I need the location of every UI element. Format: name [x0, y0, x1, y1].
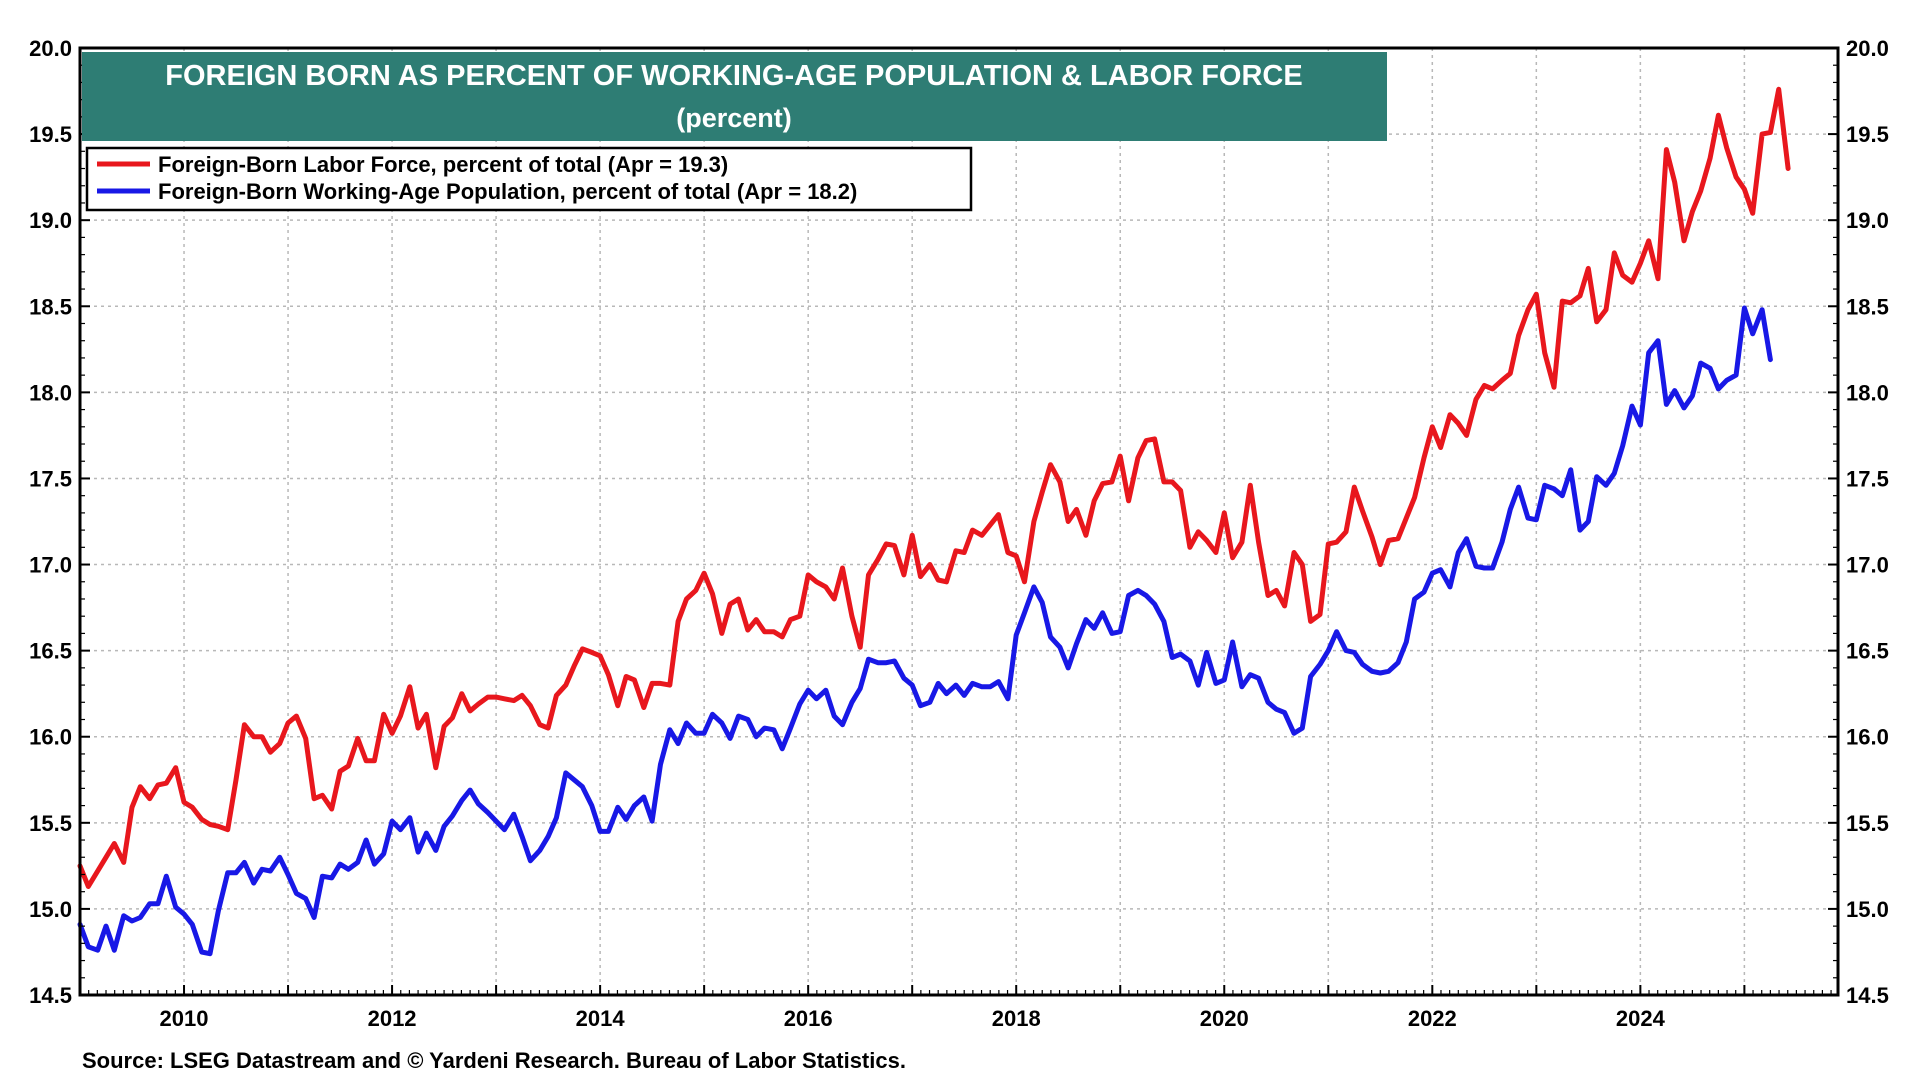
y-tick-label-right: 15.5: [1846, 811, 1889, 836]
y-tick-label-right: 16.0: [1846, 725, 1889, 750]
y-tick-label-left: 16.0: [29, 725, 72, 750]
x-tick-label: 2012: [368, 1006, 417, 1031]
y-tick-label-right: 14.5: [1846, 983, 1889, 1008]
y-tick-label-right: 18.5: [1846, 294, 1889, 319]
y-tick-label-left: 19.5: [29, 122, 72, 147]
series-line-working-age: [77, 305, 1773, 957]
y-tick-label-right: 17.5: [1846, 466, 1889, 491]
axis-ticks: [79, 47, 1838, 996]
chart-title: FOREIGN BORN AS PERCENT OF WORKING-AGE P…: [165, 60, 1302, 92]
grid: [80, 48, 1838, 995]
x-tick-label: 2024: [1616, 1006, 1666, 1031]
y-tick-label-left: 19.0: [29, 208, 72, 233]
x-tick-label: 2010: [160, 1006, 209, 1031]
chart-subtitle: (percent): [676, 103, 792, 133]
legend-label-working-age: Foreign-Born Working-Age Population, per…: [158, 179, 857, 204]
series-group: [77, 86, 1791, 957]
y-tick-label-right: 18.0: [1846, 380, 1889, 405]
legend-label-labor-force: Foreign-Born Labor Force, percent of tot…: [158, 152, 728, 177]
y-tick-label-right: 17.0: [1846, 553, 1889, 578]
source-note: Source: LSEG Datastream and © Yardeni Re…: [82, 1048, 906, 1073]
x-tick-label: 2014: [576, 1006, 626, 1031]
x-tick-label: 2016: [784, 1006, 833, 1031]
y-tick-label-left: 18.0: [29, 380, 72, 405]
y-tick-label-right: 15.0: [1846, 897, 1889, 922]
y-tick-label-left: 16.5: [29, 639, 72, 664]
y-tick-label-right: 19.0: [1846, 208, 1889, 233]
y-tick-label-left: 20.0: [29, 36, 72, 61]
y-tick-label-left: 17.5: [29, 466, 72, 491]
title-banner: [82, 52, 1387, 141]
y-tick-label-right: 19.5: [1846, 122, 1889, 147]
y-tick-label-left: 15.5: [29, 811, 72, 836]
x-tick-label: 2018: [992, 1006, 1041, 1031]
legend: Foreign-Born Labor Force, percent of tot…: [85, 146, 973, 212]
series-line-labor-force: [77, 86, 1791, 889]
x-tick-label: 2020: [1200, 1006, 1249, 1031]
plot-frame: [78, 46, 1840, 997]
y-tick-label-right: 16.5: [1846, 639, 1889, 664]
y-tick-label-right: 20.0: [1846, 36, 1889, 61]
y-tick-label-left: 14.5: [29, 983, 72, 1008]
y-tick-label-left: 15.0: [29, 897, 72, 922]
y-tick-label-left: 18.5: [29, 294, 72, 319]
y-tick-label-left: 17.0: [29, 553, 72, 578]
axis-labels: 14.5 14.5 15.0 15.0 15.5 15.5 16.0 16.0 16.5 16.5…: [29, 36, 1889, 1031]
legend-box: [85, 146, 973, 212]
x-tick-label: 2022: [1408, 1006, 1457, 1031]
